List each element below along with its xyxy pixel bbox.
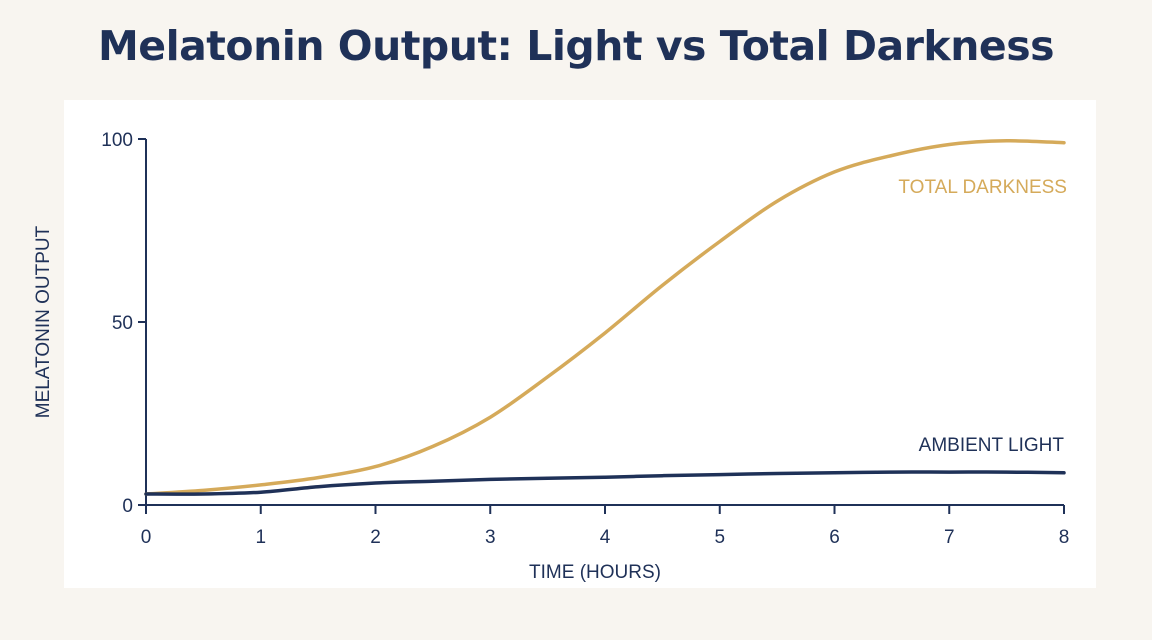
chart-title: Melatonin Output: Light vs Total Darknes… — [97, 22, 1055, 70]
x-tick-label: 2 — [370, 527, 381, 548]
series-label-total-darkness: TOTAL DARKNESS — [898, 177, 1067, 198]
y-tick-label: 50 — [112, 313, 133, 334]
series-lines — [144, 139, 1066, 496]
y-axis-label: MELATONIN OUTPUT — [33, 225, 54, 418]
x-tick-label: 0 — [141, 527, 152, 548]
x-tick-label: 1 — [255, 527, 266, 548]
y-tick-label: 0 — [122, 496, 133, 517]
x-tick-label: 5 — [714, 527, 725, 548]
series-line-total-darkness — [144, 139, 1066, 496]
chart-panel — [64, 100, 1096, 588]
series-line-ambient-light — [144, 470, 1066, 496]
x-tick-label: 3 — [485, 527, 496, 548]
x-tick-label: 8 — [1059, 527, 1070, 548]
y-ticks: 0 50 100 — [101, 130, 146, 517]
x-ticks: 0 1 2 3 4 5 6 7 8 — [141, 505, 1070, 548]
y-tick-label: 100 — [101, 130, 133, 151]
x-tick-label: 6 — [829, 527, 840, 548]
x-tick-label: 7 — [944, 527, 955, 548]
x-axis-label: TIME (HOURS) — [529, 562, 661, 583]
series-label-ambient-light: AMBIENT LIGHT — [919, 435, 1065, 456]
x-tick-label: 4 — [600, 527, 611, 548]
